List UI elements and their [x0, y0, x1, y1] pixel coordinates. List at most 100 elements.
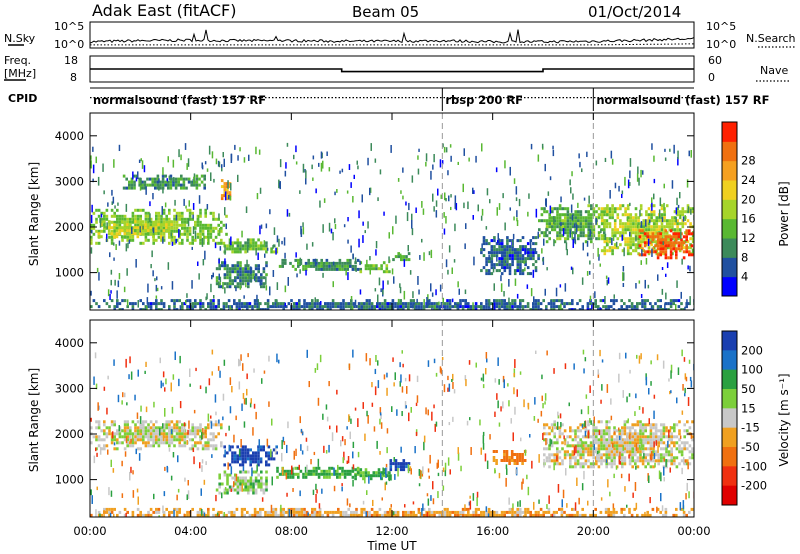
heatmap-cell — [110, 279, 112, 286]
heatmap-cell — [382, 467, 384, 476]
heatmap-cell — [629, 240, 633, 244]
heatmap-cell — [545, 210, 549, 214]
heatmap-cell — [665, 204, 669, 208]
heatmap-cell — [417, 308, 421, 310]
heatmap-cell — [637, 240, 640, 244]
heatmap-cell — [678, 450, 681, 454]
heatmap-cell — [637, 222, 640, 226]
heatmap-cell — [659, 247, 662, 251]
heatmap-cell — [397, 298, 400, 303]
heatmap-cell — [178, 420, 181, 424]
heatmap-cell — [199, 308, 202, 310]
heatmap-cell — [664, 241, 668, 245]
heatmap-cell — [235, 302, 239, 306]
heatmap-cell — [212, 226, 215, 230]
heatmap-cell — [259, 510, 262, 514]
heatmap-cell — [662, 441, 666, 445]
heatmap-cell — [144, 308, 148, 310]
heatmap-cell — [259, 244, 263, 248]
heatmap-cell — [157, 429, 161, 433]
heatmap-cell — [157, 232, 160, 236]
heatmap-cell — [233, 451, 237, 455]
heatmap-cell — [265, 264, 268, 268]
heatmap-cell — [173, 238, 176, 242]
heatmap-cell — [191, 426, 194, 430]
heatmap-cell — [652, 426, 655, 430]
heatmap-cell — [165, 438, 168, 442]
heatmap-cell — [590, 420, 592, 425]
heatmap-cell — [295, 507, 298, 511]
heatmap-cell — [589, 447, 593, 451]
heatmap-cell — [162, 208, 166, 212]
heatmap-cell — [212, 272, 214, 278]
heatmap-cell — [411, 220, 413, 229]
heatmap-cell — [521, 269, 525, 273]
heatmap-cell — [382, 280, 384, 290]
heatmap-cell — [595, 447, 598, 451]
heatmap-cell — [498, 269, 501, 273]
heatmap-cell — [519, 507, 522, 511]
heatmap-cell — [251, 513, 254, 517]
heatmap-cell — [678, 438, 681, 442]
heatmap-cell — [500, 459, 504, 462]
heatmap-cell — [493, 302, 496, 310]
heatmap-cell — [154, 177, 157, 181]
heatmap-cell — [639, 456, 642, 460]
heatmap-cell — [377, 294, 379, 303]
heatmap-cell — [329, 302, 332, 306]
heatmap-cell — [224, 191, 227, 201]
heatmap-cell — [680, 459, 684, 463]
heatmap-cell — [141, 183, 144, 187]
heatmap-cell — [587, 210, 590, 214]
heatmap-cell — [490, 513, 493, 517]
heatmap-cell — [669, 305, 673, 309]
heatmap-cell — [103, 507, 106, 511]
heatmap-cell — [686, 240, 690, 244]
heatmap-cell — [510, 456, 514, 459]
heatmap-cell — [495, 450, 498, 453]
heatmap-cell — [508, 308, 512, 310]
heatmap-cell — [569, 444, 572, 448]
heatmap-cell — [388, 270, 391, 274]
heatmap-cell — [644, 279, 646, 289]
heatmap-cell — [152, 241, 155, 245]
heatmap-cell — [545, 441, 549, 445]
heatmap-cell — [287, 277, 289, 286]
heatmap-cell — [526, 272, 530, 276]
heatmap-cell — [564, 222, 567, 226]
heatmap-cell — [228, 285, 232, 289]
heatmap-cell — [553, 222, 557, 226]
heatmap-cell — [511, 248, 514, 252]
heatmap-cell — [652, 213, 656, 217]
heatmap-cell — [611, 234, 614, 238]
heatmap-cell — [396, 513, 400, 517]
heatmap-cell — [649, 438, 653, 442]
heatmap-cell — [125, 203, 128, 212]
heatmap-cell — [597, 225, 601, 229]
heatmap-cell — [621, 225, 625, 229]
heatmap-cell — [133, 220, 137, 224]
heatmap-cell — [577, 219, 580, 223]
heatmap-cell — [142, 208, 145, 212]
heatmap-cell — [464, 305, 467, 309]
heatmap-cell — [170, 426, 174, 430]
heatmap-cell — [254, 457, 258, 461]
heatmap-cell — [204, 447, 207, 451]
heatmap-cell — [657, 453, 660, 457]
heatmap-cell — [500, 257, 504, 261]
heatmap-cell — [686, 204, 690, 208]
heatmap-cell — [262, 267, 266, 271]
heatmap-cell — [639, 237, 643, 241]
heatmap-cell — [289, 475, 292, 479]
heatmap-cell — [143, 165, 146, 173]
heatmap-cell — [571, 444, 575, 448]
heatmap-cell — [226, 491, 229, 495]
heatmap-cell — [252, 276, 255, 280]
heatmap-cell — [669, 256, 673, 260]
heatmap-cell — [686, 219, 690, 223]
heatmap-cell — [671, 219, 674, 223]
heatmap-cell — [665, 225, 669, 229]
heatmap-cell — [568, 302, 571, 306]
heatmap-cell — [642, 170, 644, 175]
heatmap-cell — [524, 513, 527, 517]
